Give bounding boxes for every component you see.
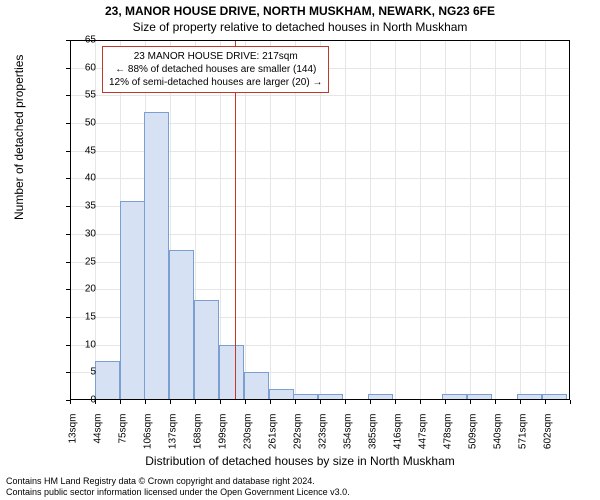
gridline-v — [295, 40, 296, 400]
xtick-label: 292sqm — [293, 414, 304, 464]
xtick-mark — [495, 400, 496, 404]
xtick-label: 168sqm — [193, 414, 204, 464]
gridline-v — [470, 40, 471, 400]
gridline-v — [495, 40, 496, 400]
histogram-bar — [467, 394, 492, 400]
gridline-v — [270, 40, 271, 400]
xtick-label: 354sqm — [343, 414, 354, 464]
ytick-label: 10 — [66, 339, 96, 350]
gridline-v — [545, 40, 546, 400]
y-axis-label: Number of detached properties — [12, 55, 26, 220]
xtick-mark — [570, 400, 571, 404]
xtick-mark — [245, 400, 246, 404]
ytick-label: 15 — [66, 311, 96, 322]
ytick-label: 60 — [66, 62, 96, 73]
xtick-mark — [320, 400, 321, 404]
caption-line-1: Contains HM Land Registry data © Crown c… — [6, 476, 350, 487]
xtick-label: 261sqm — [268, 414, 279, 464]
xtick-mark — [370, 400, 371, 404]
chart-container: 23, MANOR HOUSE DRIVE, NORTH MUSKHAM, NE… — [0, 0, 600, 500]
xtick-mark — [520, 400, 521, 404]
chart-title: 23, MANOR HOUSE DRIVE, NORTH MUSKHAM, NE… — [0, 4, 600, 18]
gridline-v — [345, 40, 346, 400]
ytick-label: 50 — [66, 118, 96, 129]
xtick-label: 509sqm — [468, 414, 479, 464]
xtick-label: 323sqm — [318, 414, 329, 464]
ytick-label: 0 — [66, 395, 96, 406]
xtick-mark — [120, 400, 121, 404]
caption-line-2: Contains public sector information licen… — [6, 487, 350, 498]
xtick-mark — [270, 400, 271, 404]
xtick-mark — [420, 400, 421, 404]
histogram-bar — [194, 300, 219, 400]
xtick-mark — [545, 400, 546, 404]
histogram-bar — [95, 361, 120, 400]
caption: Contains HM Land Registry data © Crown c… — [6, 476, 350, 499]
histogram-bar — [442, 394, 467, 400]
histogram-bar — [293, 394, 318, 400]
xtick-mark — [345, 400, 346, 404]
xtick-label: 385sqm — [368, 414, 379, 464]
xtick-label: 447sqm — [418, 414, 429, 464]
xtick-label: 602sqm — [543, 414, 554, 464]
chart-subtitle: Size of property relative to detached ho… — [0, 20, 600, 34]
gridline-v — [320, 40, 321, 400]
xtick-mark — [145, 400, 146, 404]
ytick-label: 30 — [66, 228, 96, 239]
xtick-label: 13sqm — [68, 414, 79, 464]
xtick-mark — [170, 400, 171, 404]
ytick-label: 20 — [66, 284, 96, 295]
xtick-label: 230sqm — [243, 414, 254, 464]
xtick-label: 44sqm — [93, 414, 104, 464]
xtick-label: 478sqm — [443, 414, 454, 464]
histogram-bar — [269, 389, 294, 400]
histogram-bar — [219, 345, 244, 400]
ytick-label: 5 — [66, 367, 96, 378]
gridline-v — [395, 40, 396, 400]
ytick-label: 55 — [66, 90, 96, 101]
histogram-bar — [368, 394, 393, 400]
gridline-v — [370, 40, 371, 400]
annotation-line: 12% of semi-detached houses are larger (… — [109, 76, 322, 89]
ytick-label: 35 — [66, 201, 96, 212]
histogram-bar — [318, 394, 343, 400]
ytick-label: 45 — [66, 145, 96, 156]
histogram-bar — [120, 201, 145, 400]
annotation-line: 23 MANOR HOUSE DRIVE: 217sqm — [109, 50, 322, 63]
xtick-mark — [445, 400, 446, 404]
xtick-label: 106sqm — [143, 414, 154, 464]
xtick-label: 540sqm — [493, 414, 504, 464]
histogram-bar — [144, 112, 169, 400]
plot-area — [70, 40, 570, 400]
histogram-bar — [169, 250, 194, 400]
histogram-bar — [244, 372, 269, 400]
gridline-v — [420, 40, 421, 400]
xtick-mark — [220, 400, 221, 404]
gridline-v — [520, 40, 521, 400]
marker-line — [235, 40, 236, 400]
xtick-label: 416sqm — [393, 414, 404, 464]
xtick-label: 75sqm — [118, 414, 129, 464]
histogram-bar — [542, 394, 567, 400]
ytick-label: 40 — [66, 173, 96, 184]
gridline-v — [445, 40, 446, 400]
xtick-label: 199sqm — [218, 414, 229, 464]
xtick-mark — [395, 400, 396, 404]
ytick-label: 65 — [66, 35, 96, 46]
histogram-bar — [517, 394, 542, 400]
xtick-mark — [195, 400, 196, 404]
xtick-label: 571sqm — [518, 414, 529, 464]
xtick-mark — [470, 400, 471, 404]
ytick-label: 25 — [66, 256, 96, 267]
gridline-v — [245, 40, 246, 400]
annotation-line: ← 88% of detached houses are smaller (14… — [109, 63, 322, 76]
xtick-mark — [295, 400, 296, 404]
xtick-label: 137sqm — [168, 414, 179, 464]
annotation-box: 23 MANOR HOUSE DRIVE: 217sqm← 88% of det… — [102, 46, 329, 93]
